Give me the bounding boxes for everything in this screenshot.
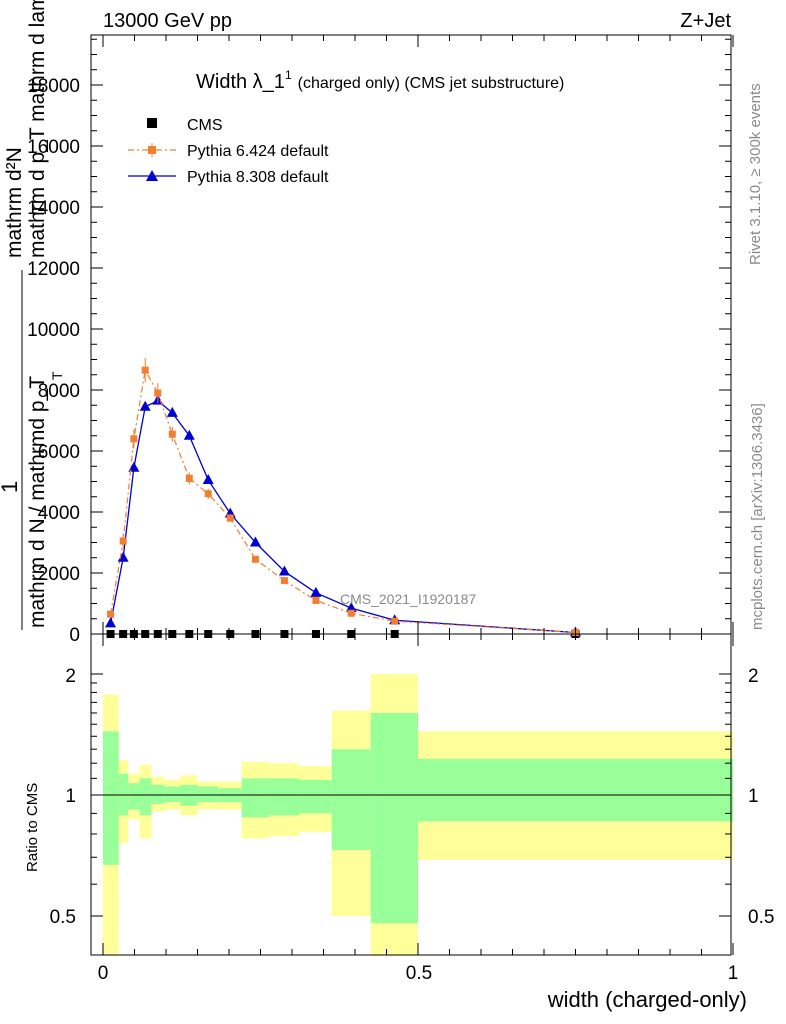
ratio-inner-band <box>139 778 152 816</box>
plot-title-main: Width λ_1 <box>196 71 285 93</box>
ratio-y-tick-label-left: 1 <box>65 786 76 807</box>
legend-py6-label: Pythia 6.424 default <box>187 143 329 160</box>
y-label-bottom: mathrm d N / mathrmd p_T <box>26 376 49 628</box>
plot-title-suffix: (charged only) (CMS jet substructure) <box>298 75 565 92</box>
x-tick-label: 1 <box>728 963 739 984</box>
pythia6-point <box>391 617 399 625</box>
analysis-watermark: CMS_2021_I1920187 <box>340 591 476 607</box>
y-tick-label: 6000 <box>38 442 80 463</box>
pythia8-point <box>105 617 117 628</box>
ratio-inner-band <box>299 779 332 814</box>
pythia6-point <box>226 514 234 522</box>
pythia6-point <box>141 366 149 374</box>
pythia6-point <box>130 435 138 443</box>
pythia8-point <box>202 473 214 484</box>
legend-py8-label: Pythia 8.308 default <box>187 169 329 186</box>
pythia8-point <box>278 565 290 576</box>
plot-title: Width λ_11 (charged only) (CMS jet substr… <box>196 68 564 93</box>
pythia6-point <box>204 490 212 498</box>
pythia6-point <box>154 389 162 397</box>
pythia6-point <box>185 474 193 482</box>
ratio-y-tick-label-left: 2 <box>65 666 76 687</box>
ratio-inner-band <box>164 786 181 803</box>
ratio-inner-band <box>331 749 371 850</box>
legend-py6-marker <box>148 146 156 154</box>
main-y-tick-labels: 0 2000 4000 6000 8000 10000 12000 14000 … <box>27 76 80 646</box>
y-tick-label: 10000 <box>27 320 80 341</box>
main-panel: 0 2000 4000 6000 8000 10000 12000 14000 … <box>0 0 734 646</box>
plot-title-sup: 1 <box>285 68 292 82</box>
pythia8-point <box>310 586 322 597</box>
pythia6-point <box>119 537 127 545</box>
pythia8-point <box>249 536 261 547</box>
x-tick-label: 0.5 <box>406 963 432 984</box>
main-y-axis-label: 1 mathrm d²N mathrm d p_T mathrm d lambd… <box>0 0 65 630</box>
x-axis-label: width (charged-only) <box>547 987 747 1012</box>
ratio-y-axis-label: Ratio to CMS <box>24 783 41 872</box>
ratio-y-tick-label-right: 2 <box>748 666 759 687</box>
y-tick-label: 12000 <box>27 259 80 280</box>
ratio-y-tick-label-left: 0.5 <box>50 907 76 928</box>
pythia8-point <box>139 400 151 411</box>
y-tick-label: 4000 <box>38 503 80 524</box>
y-tick-label: 16000 <box>27 137 80 158</box>
main-ticks <box>91 35 734 635</box>
ratio-marks <box>103 674 733 955</box>
x-tick-label: 0 <box>98 963 109 984</box>
ratio-inner-band <box>269 778 300 816</box>
y-label-bottom-sub: T <box>49 371 65 380</box>
pythia8-point <box>128 461 140 472</box>
rivet-label: Rivet 3.1.10, ≥ 300k events <box>747 83 764 265</box>
y-label-top-line1: mathrm d²N <box>3 147 26 258</box>
pythia6-point <box>312 596 320 604</box>
main-marks <box>105 357 581 638</box>
y-tick-label: 2000 <box>38 564 80 585</box>
y-tick-label: 18000 <box>27 76 80 97</box>
ratio-inner-band <box>103 731 119 865</box>
ratio-ticks <box>91 634 734 955</box>
ratio-inner-band <box>151 784 165 804</box>
ratio-inner-band <box>241 778 270 818</box>
pythia8-point <box>166 406 178 417</box>
pythia6-point <box>280 577 288 585</box>
pythia6-point <box>107 610 115 618</box>
header-right: Z+Jet <box>680 10 731 32</box>
pythia8-point <box>117 551 129 562</box>
pythia6-point <box>251 555 259 563</box>
ratio-panel: 2 1 0.5 2 1 0.5 Ratio to CMS <box>24 633 774 956</box>
legend-py8-marker <box>146 170 158 181</box>
header-left: 13000 GeV pp <box>103 10 232 32</box>
legend-cms-marker <box>147 118 157 128</box>
mcplots-label: mcplots.cern.ch [arXiv:1306.3436] <box>749 403 766 630</box>
ratio-inner-band <box>128 783 140 810</box>
ratio-y-tick-label-right: 1 <box>748 786 759 807</box>
y-label-one: 1 <box>0 481 22 493</box>
y-tick-label: 8000 <box>38 381 80 402</box>
ratio-inner-band <box>197 786 219 803</box>
ratio-y-tick-label-right: 0.5 <box>748 907 774 928</box>
y-tick-label: 14000 <box>27 198 80 219</box>
y-label-top-line2: mathrm d p_T mathrm d lambda <box>26 0 49 258</box>
y-tick-label: 0 <box>69 625 80 646</box>
ratio-inner-band <box>370 712 418 924</box>
pythia8-point <box>183 429 195 440</box>
legend-cms-label: CMS <box>187 117 223 134</box>
legend: CMS Pythia 6.424 default Pythia 8.308 de… <box>128 117 329 186</box>
ratio-inner-band <box>418 758 733 822</box>
pythia6-point <box>347 609 355 617</box>
pythia8-point <box>345 602 357 613</box>
pythia6-point <box>168 430 176 438</box>
